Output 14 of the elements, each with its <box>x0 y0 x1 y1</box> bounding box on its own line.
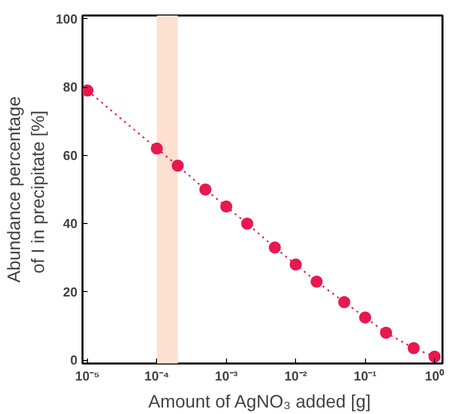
y-tick-label: 100 <box>56 11 78 26</box>
x-tick-label: 10⁻¹ <box>354 368 377 384</box>
y-tick-label: 80 <box>63 80 78 95</box>
x-tick-label: 10⁻³ <box>214 368 238 384</box>
x-tick-label: 10⁻² <box>284 368 308 384</box>
y-tick-label: 20 <box>63 284 78 300</box>
y-tick-label: 40 <box>63 216 78 232</box>
y-axis-title: Abundance percentage of I in precipitate [%] <box>4 96 48 283</box>
y-tick-label: 0 <box>70 352 78 368</box>
x-axis-title: Amount of AgNO₃ added [g] <box>148 392 371 412</box>
x-tick-label: 10⁻⁴ <box>144 368 170 384</box>
x-tick-label: 10⁰ <box>424 368 444 384</box>
y-tick-label: 60 <box>63 148 78 163</box>
x-tick-label: 10⁻⁵ <box>75 368 100 384</box>
